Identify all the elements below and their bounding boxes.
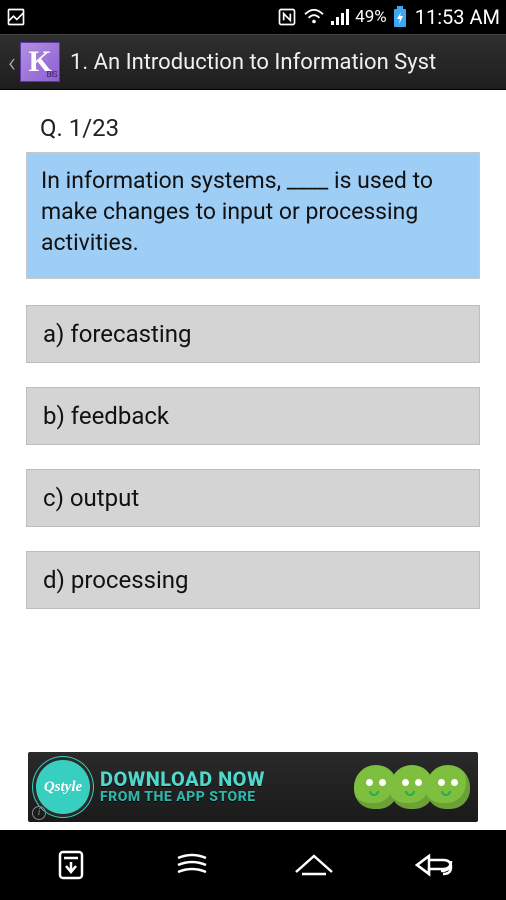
nav-menu-button[interactable] <box>162 841 222 889</box>
picture-icon <box>6 7 26 27</box>
wifi-icon <box>303 8 325 26</box>
answer-option-a[interactable]: a) forecasting <box>26 305 480 363</box>
nav-home-button[interactable] <box>284 841 344 889</box>
question-counter: Q. 1/23 <box>40 114 480 142</box>
app-icon-sub: BIS <box>47 70 57 79</box>
page-title: 1. An Introduction to Information Syst <box>70 50 436 75</box>
question-text: In information systems, ____ is used to … <box>26 152 480 279</box>
signal-icon <box>331 9 349 25</box>
ad-line2: FROM THE APP STORE <box>100 790 265 805</box>
clock: 11:53 AM <box>415 5 500 29</box>
answer-option-d[interactable]: d) processing <box>26 551 480 609</box>
quiz-content: Q. 1/23 In information systems, ____ is … <box>0 90 506 830</box>
nfc-icon <box>277 7 297 27</box>
app-icon[interactable]: K BIS <box>20 42 60 82</box>
nav-notifications-button[interactable] <box>41 841 101 889</box>
ad-banner[interactable]: i Qstyle DOWNLOAD NOW FROM THE APP STORE <box>28 752 478 822</box>
ad-mascots <box>362 765 470 809</box>
battery-charging-icon <box>393 6 407 28</box>
action-bar: ‹ K BIS 1. An Introduction to Informatio… <box>0 34 506 90</box>
status-bar: 49% 11:53 AM <box>0 0 506 34</box>
ad-info-icon[interactable]: i <box>32 806 46 820</box>
nav-back-button[interactable] <box>405 841 465 889</box>
nav-bar <box>0 830 506 900</box>
answer-option-b[interactable]: b) feedback <box>26 387 480 445</box>
ad-badge: Qstyle <box>36 760 90 814</box>
ad-line1: DOWNLOAD NOW <box>100 769 265 790</box>
back-button[interactable]: ‹ <box>4 34 20 90</box>
ad-text: DOWNLOAD NOW FROM THE APP STORE <box>100 769 265 805</box>
battery-percent: 49% <box>355 7 387 27</box>
answer-option-c[interactable]: c) output <box>26 469 480 527</box>
